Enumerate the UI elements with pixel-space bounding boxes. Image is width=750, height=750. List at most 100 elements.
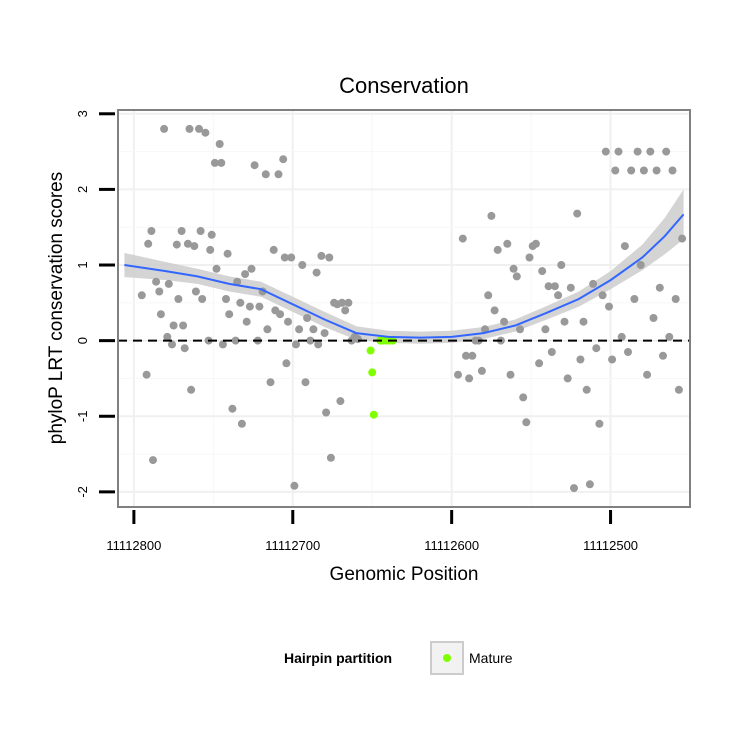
x-tick-label: 11112800	[106, 538, 161, 553]
data-point	[195, 124, 203, 133]
data-point	[198, 295, 207, 303]
data-point	[611, 166, 620, 175]
data-point	[554, 291, 563, 300]
data-point	[627, 166, 636, 175]
data-point	[336, 397, 345, 406]
data-point	[155, 287, 164, 296]
data-point	[538, 267, 547, 276]
data-point	[169, 321, 178, 330]
data-point	[585, 480, 594, 489]
data-point	[674, 385, 683, 394]
data-point	[301, 378, 310, 387]
data-point	[280, 253, 289, 262]
data-point	[633, 147, 642, 156]
data-point	[582, 385, 591, 394]
y-tick-label: 2	[75, 186, 90, 193]
data-point	[652, 166, 661, 175]
data-point	[516, 325, 524, 334]
data-point	[326, 453, 335, 462]
data-point	[218, 340, 227, 349]
data-point	[589, 279, 598, 288]
panel-border	[117, 109, 691, 508]
panel-background	[118, 110, 690, 507]
data-point	[659, 351, 667, 360]
data-point	[160, 124, 169, 133]
data-point	[255, 302, 264, 311]
mature-point	[366, 346, 375, 355]
data-point	[210, 158, 219, 167]
data-point	[177, 227, 186, 235]
data-point	[671, 295, 680, 303]
data-point	[312, 268, 321, 277]
data-point	[196, 227, 205, 235]
data-point	[303, 314, 312, 322]
data-point	[298, 261, 307, 269]
data-point	[309, 325, 318, 334]
data-point	[217, 158, 226, 167]
data-point	[338, 298, 346, 307]
data-point	[503, 239, 512, 248]
data-point	[531, 239, 540, 248]
data-point	[566, 283, 575, 292]
data-point	[152, 277, 161, 286]
plot-panel	[117, 109, 691, 508]
data-point	[183, 239, 192, 248]
data-point	[320, 329, 329, 338]
data-point	[468, 351, 477, 360]
data-point	[665, 332, 674, 341]
smooth-curve	[124, 213, 685, 339]
y-tick-label: 3	[75, 110, 90, 117]
data-point	[245, 302, 254, 311]
legend: Hairpin partition Mature	[284, 641, 513, 675]
data-point	[274, 170, 283, 179]
data-point	[201, 128, 210, 137]
data-point	[557, 261, 566, 269]
data-point	[462, 351, 470, 360]
data-point	[292, 340, 300, 349]
data-point	[598, 291, 607, 300]
data-point	[458, 234, 467, 243]
data-point	[325, 253, 334, 262]
data-point	[570, 484, 578, 493]
data-point	[225, 310, 234, 319]
data-point	[282, 359, 291, 368]
x-tick-label: 11112500	[583, 538, 638, 553]
data-point	[547, 348, 556, 356]
data-point	[261, 170, 270, 179]
data-point	[341, 306, 350, 315]
data-point	[191, 287, 200, 296]
data-point	[247, 264, 256, 273]
data-point	[295, 325, 304, 334]
data-point	[535, 359, 544, 368]
data-point	[279, 155, 288, 164]
data-point	[168, 340, 176, 349]
data-point	[284, 317, 292, 326]
data-point	[646, 147, 655, 156]
data-point	[550, 282, 559, 291]
data-point	[512, 272, 521, 281]
data-point	[541, 325, 550, 334]
y-tick-label: 1	[75, 261, 90, 268]
data-point	[662, 147, 671, 156]
data-point	[563, 374, 572, 383]
data-point	[573, 209, 582, 218]
data-point	[649, 314, 658, 322]
data-point	[601, 147, 610, 156]
data-point	[207, 230, 216, 239]
data-point	[522, 418, 531, 427]
data-point	[454, 370, 462, 379]
y-axis-title: phyloP LRT conservation scores	[46, 172, 67, 445]
data-point	[639, 166, 648, 175]
chart-title: Conservation	[339, 73, 469, 98]
data-point	[620, 242, 629, 251]
data-point	[266, 378, 275, 387]
data-point	[306, 336, 315, 345]
x-axis: 11112800 11112700 11112600 11112500	[106, 510, 638, 553]
data-point	[484, 291, 493, 300]
data-point	[190, 242, 199, 251]
data-point	[617, 332, 626, 341]
y-tick-label: -1	[75, 411, 90, 423]
data-point	[344, 298, 353, 307]
data-point	[605, 302, 613, 311]
